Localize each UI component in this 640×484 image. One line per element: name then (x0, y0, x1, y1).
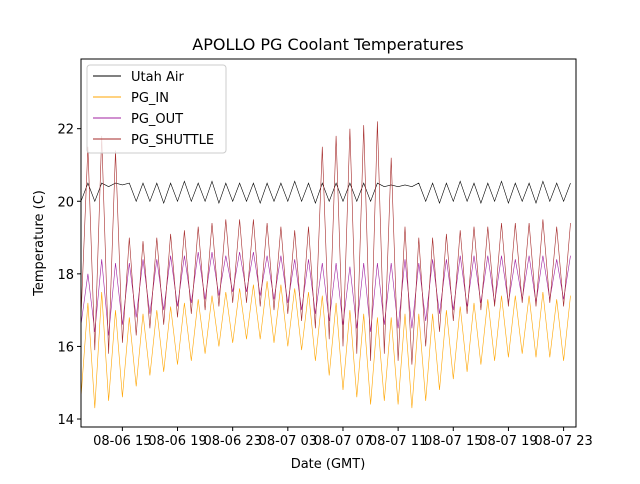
chart-title: APOLLO PG Coolant Temperatures (192, 35, 463, 54)
y-tick-label: 16 (57, 340, 74, 355)
legend-label: PG_IN (131, 91, 169, 106)
series-layer (81, 121, 571, 409)
legend-label: Utah Air (131, 70, 184, 85)
plot-frame (80, 58, 577, 428)
legend-item: PG_IN (93, 91, 169, 106)
x-tick-label: 08-07 23 (534, 434, 592, 449)
y-tick-label: 22 (57, 123, 74, 138)
y-tick-label: 20 (57, 195, 74, 210)
x-tick-label: 08-07 15 (424, 434, 482, 449)
legend-label: PG_SHUTTLE (131, 133, 214, 148)
x-tick-label: 08-07 07 (314, 434, 372, 449)
x-tick-label: 08-06 15 (93, 434, 151, 449)
legend-item: PG_SHUTTLE (93, 133, 214, 148)
x-tick-label: 08-06 19 (148, 434, 206, 449)
series-line-pg-shuttle (81, 121, 571, 365)
x-tick-label: 08-07 11 (369, 434, 427, 449)
x-tick-label: 08-06 23 (203, 434, 261, 449)
x-tick-label: 08-07 03 (259, 434, 317, 449)
x-axis-label: Date (GMT) (291, 457, 366, 472)
legend-frame (86, 64, 227, 154)
y-tick-label: 14 (57, 413, 74, 428)
y-tick-label: 18 (57, 268, 74, 283)
legend-item: Utah Air (93, 70, 184, 85)
legend-item: PG_OUT (93, 112, 183, 127)
x-tick-label: 08-07 19 (479, 434, 537, 449)
legend: Utah Air PG_IN PG_OUT PG_SHUTTLE (86, 64, 227, 154)
series-line-pg-out (81, 252, 571, 336)
series-line-pg-in (81, 281, 571, 409)
legend-label: PG_OUT (131, 112, 183, 127)
y-axis: 14 16 18 20 22 (57, 123, 81, 428)
y-axis-label: Temperature (C) (32, 190, 47, 297)
series-line-utah-air (81, 180, 571, 205)
